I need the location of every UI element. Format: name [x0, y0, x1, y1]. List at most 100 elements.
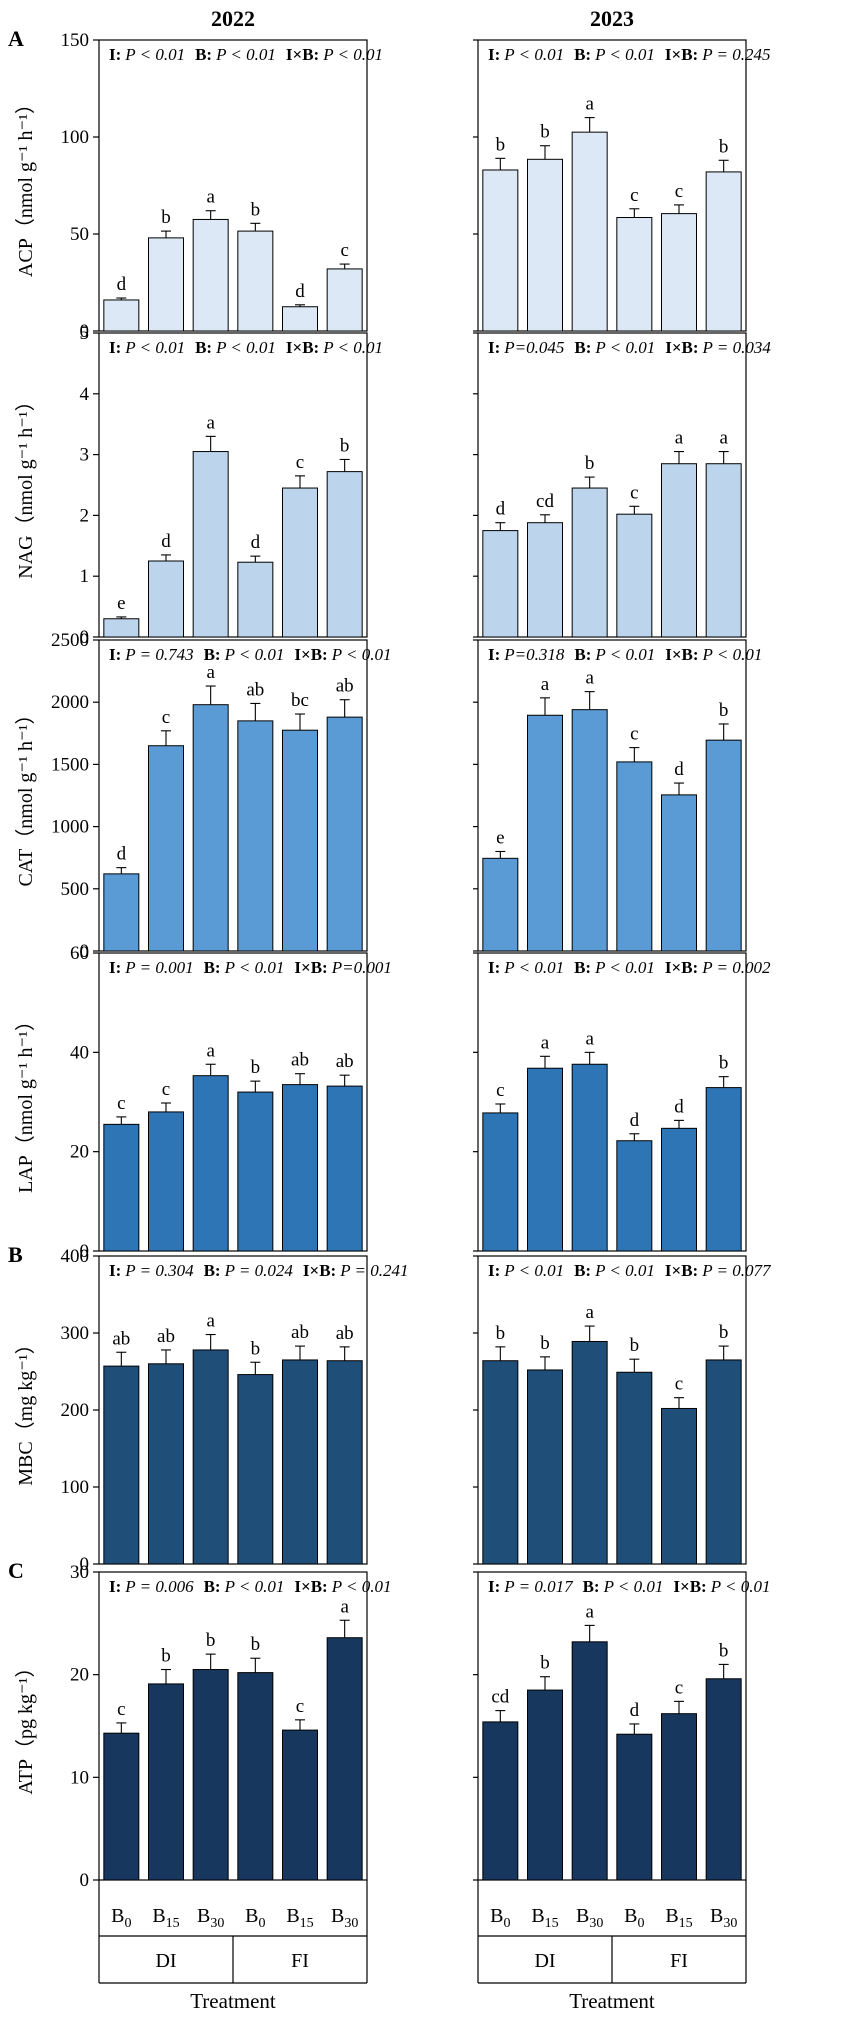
bar — [148, 1363, 184, 1565]
y-tick-label: 0 — [80, 1554, 90, 1575]
plot-frame — [477, 1571, 747, 1881]
bar — [571, 1641, 608, 1881]
panel-mbc-2023: I: P < 0.01 B: P < 0.01 I×B: P = 0.077 b b a b c b — [477, 1255, 772, 1565]
bar — [616, 761, 653, 952]
group-label-fi: FI — [670, 1950, 688, 1972]
significance-letter: a — [206, 1040, 215, 1061]
significance-letter: ab — [112, 1328, 130, 1349]
significance-letter: c — [162, 1079, 170, 1100]
bar — [571, 1340, 608, 1565]
bar — [282, 306, 318, 332]
bar — [661, 213, 697, 332]
plot-frame — [477, 39, 747, 332]
y-tick-label: 20 — [70, 1665, 89, 1686]
significance-letter: ab — [336, 1051, 354, 1072]
panel-letter-A: A — [8, 26, 24, 51]
bar — [237, 230, 274, 332]
bar — [482, 530, 519, 638]
significance-letter: c — [117, 1093, 125, 1114]
significance-letter: b — [540, 1653, 550, 1674]
bar — [661, 1713, 697, 1881]
panel-letter-B: B — [8, 1242, 23, 1267]
panel-atp-2022: I: P = 0.006 B: P < 0.01 I×B: P < 0.01 c b b b c a — [98, 1571, 392, 1881]
bar — [571, 1063, 608, 1252]
significance-letter: a — [340, 1596, 349, 1617]
y-tick-label: 0 — [80, 627, 90, 648]
y-tick-label: 150 — [61, 30, 90, 51]
bar — [282, 1084, 318, 1252]
significance-letter: a — [206, 1311, 215, 1332]
significance-letter: b — [719, 136, 729, 157]
stats-line: I: P < 0.01 B: P < 0.01 I×B: P < 0.01 — [109, 338, 383, 357]
significance-letter: d — [630, 1110, 640, 1131]
bar — [705, 171, 742, 332]
significance-letter: ab — [336, 1323, 354, 1344]
bar — [705, 463, 742, 638]
panel-acp-2023: I: P < 0.01 B: P < 0.01 I×B: P = 0.245 b b a c c b — [477, 39, 771, 332]
significance-letter: ab — [291, 1322, 309, 1343]
y-tick-label: 0 — [80, 1241, 90, 1262]
bar — [616, 1371, 653, 1565]
panel-letter-C: C — [8, 1558, 24, 1583]
significance-letter: c — [296, 1696, 304, 1717]
significance-letter: bc — [291, 690, 309, 711]
significance-letter: b — [251, 199, 261, 220]
group-label-di: DI — [534, 1950, 555, 1972]
stats-line: I: P = 0.001 B: P < 0.01 I×B: P=0.001 — [109, 958, 392, 977]
y-tick-label: 30 — [70, 1562, 89, 1583]
bar — [482, 1112, 519, 1252]
y-tick-label: 0 — [80, 1870, 90, 1891]
significance-letter: c — [630, 185, 638, 206]
bar — [103, 873, 140, 952]
bar — [237, 1672, 274, 1881]
x-tick-label: B15 — [531, 1905, 558, 1931]
bar — [148, 1111, 184, 1252]
significance-letter: c — [117, 1699, 125, 1720]
significance-letter: b — [161, 1646, 171, 1667]
bar — [527, 158, 563, 332]
bar — [482, 857, 519, 952]
significance-letter: c — [162, 707, 170, 728]
x-tick-label: B30 — [197, 1905, 224, 1931]
bar — [482, 1360, 519, 1565]
significance-letter: a — [541, 1032, 550, 1053]
bar — [326, 1637, 363, 1881]
significance-letter: a — [585, 668, 594, 689]
bar — [192, 1669, 229, 1881]
significance-letter: d — [630, 1700, 640, 1721]
significance-letter: a — [719, 428, 728, 449]
x-tick-label: B30 — [710, 1905, 737, 1931]
y-tick-label: 5 — [80, 323, 90, 344]
bar — [616, 217, 653, 332]
x-tick-label: B0 — [111, 1905, 131, 1931]
bar — [148, 560, 184, 638]
y-tick-label: 4 — [80, 384, 90, 405]
plot-frame — [98, 639, 368, 952]
stats-line: I: P=0.045 B: P < 0.01 I×B: P = 0.034 — [488, 338, 771, 357]
y-tick-label: 20 — [70, 1142, 89, 1163]
significance-letter: cd — [536, 491, 554, 512]
x-tick-label: B15 — [286, 1905, 313, 1931]
significance-letter: d — [496, 499, 506, 520]
significance-letter: a — [585, 1028, 594, 1049]
row-atp: C ATP（pg kg⁻¹） 0 10 20 30 I: P = 0.006 B: P < 0.0… — [8, 1558, 771, 1891]
significance-letter: d — [674, 759, 684, 780]
bar — [527, 1689, 563, 1881]
y-tick-label: 300 — [61, 1323, 90, 1344]
stats-line: I: P < 0.01 B: P < 0.01 I×B: P = 0.077 — [488, 1261, 772, 1280]
bar — [282, 1359, 318, 1565]
significance-letter: b — [719, 1322, 729, 1343]
bar — [616, 513, 653, 638]
bar — [705, 739, 742, 952]
x-tick-label: B30 — [576, 1905, 603, 1931]
row-acp: A ACP（nmol g⁻¹ h⁻¹） 0 50 100 150 I: P < 0.01 B: P… — [8, 26, 771, 342]
bar — [705, 1087, 742, 1252]
row-cat: CAT（nmol g⁻¹ h⁻¹） 0 500 1000 1500 2000 2500 I: P… — [14, 630, 762, 962]
bar — [192, 1349, 229, 1565]
bar — [571, 709, 608, 952]
panel-acp-2022: I: P < 0.01 B: P < 0.01 I×B: P < 0.01 d b a b d c — [98, 39, 383, 332]
panel-nag-2022: I: P < 0.01 B: P < 0.01 I×B: P < 0.01 e d a d c b — [98, 332, 383, 638]
stats-line: I: P = 0.006 B: P < 0.01 I×B: P < 0.01 — [109, 1577, 392, 1596]
significance-letter: c — [496, 1080, 504, 1101]
